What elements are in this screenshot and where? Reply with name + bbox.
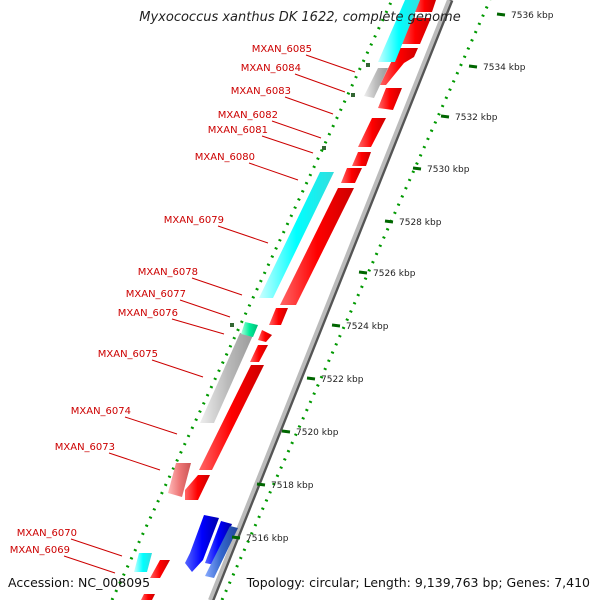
scale-dots-right bbox=[220, 0, 492, 600]
scale-tick bbox=[440, 114, 450, 119]
accession-text: Accession: NC_008095 bbox=[8, 575, 151, 590]
leader-line bbox=[217, 225, 269, 244]
scale-label: 7522 kbp bbox=[321, 375, 364, 385]
scale-label: 7524 kbp bbox=[346, 322, 389, 332]
cds-feature bbox=[352, 152, 371, 166]
scale-tick bbox=[331, 323, 341, 328]
label-anchor bbox=[322, 146, 326, 150]
cds-feature bbox=[250, 345, 268, 362]
leader-line bbox=[271, 120, 322, 139]
leader-line bbox=[63, 555, 116, 574]
map-title: Myxococcus xanthus DK 1622, complete gen… bbox=[139, 10, 461, 25]
gray-feature bbox=[200, 333, 254, 423]
leader-line bbox=[151, 359, 204, 378]
leader-lines bbox=[63, 54, 356, 574]
gene-label: MXAN_6074 bbox=[71, 406, 131, 417]
gray-feature-track bbox=[200, 68, 388, 423]
label-anchor bbox=[351, 93, 355, 97]
scale-tick bbox=[496, 12, 506, 17]
scale-label: 7520 kbp bbox=[296, 428, 339, 438]
label-anchor bbox=[366, 63, 370, 67]
cds-feature bbox=[258, 330, 272, 342]
leader-line bbox=[171, 318, 225, 335]
scale-tick bbox=[468, 64, 478, 69]
scale-tick bbox=[256, 482, 266, 487]
cds-feature bbox=[358, 118, 386, 147]
forward-cds-track bbox=[141, 0, 436, 600]
cds-feature bbox=[399, 18, 431, 44]
scale-label: 7536 kbp bbox=[511, 11, 554, 21]
leader-line bbox=[179, 299, 231, 318]
leader-line bbox=[70, 538, 123, 557]
leader-line bbox=[108, 452, 161, 471]
cds-feature bbox=[380, 48, 418, 85]
scale-label: 7516 kbp bbox=[246, 534, 289, 544]
gene-label: MXAN_6078 bbox=[138, 267, 198, 278]
cds-feature bbox=[141, 594, 155, 600]
backbone bbox=[208, 0, 451, 600]
blue-feature bbox=[205, 526, 238, 578]
gene-label: MXAN_6081 bbox=[208, 125, 268, 136]
pink-feature bbox=[168, 463, 191, 497]
leader-line bbox=[305, 54, 356, 73]
gene-labels: MXAN_6085 MXAN_6084 MXAN_6083 MXAN_6082 MXAN… bbox=[10, 44, 312, 556]
gene-label: MXAN_6069 bbox=[10, 545, 70, 556]
blue-feature bbox=[205, 521, 232, 565]
gene-label: MXAN_6070 bbox=[17, 528, 77, 539]
cyan-feature bbox=[259, 172, 334, 298]
scale-label: 7528 kbp bbox=[399, 218, 442, 228]
scale-label: 7518 kbp bbox=[271, 481, 314, 491]
label-anchor bbox=[230, 323, 234, 327]
cds-feature bbox=[269, 308, 288, 325]
leader-line bbox=[261, 135, 314, 154]
gene-label: MXAN_6075 bbox=[98, 349, 158, 360]
gray-feature bbox=[364, 68, 388, 98]
cyan-feature-track bbox=[134, 0, 420, 572]
gene-label: MXAN_6083 bbox=[231, 86, 291, 97]
scale-tick bbox=[384, 219, 394, 224]
gene-label: MXAN_6082 bbox=[218, 110, 278, 121]
blue-feature-track bbox=[185, 515, 238, 578]
cyan-feature bbox=[134, 553, 152, 572]
gene-label: MXAN_6077 bbox=[126, 289, 186, 300]
cds-feature bbox=[341, 168, 362, 183]
blue-feature bbox=[185, 515, 219, 572]
scale-label: 7530 kbp bbox=[427, 165, 470, 175]
scale-label: 7526 kbp bbox=[373, 269, 416, 279]
leader-line bbox=[294, 73, 346, 93]
cds-feature bbox=[280, 188, 354, 305]
cds-feature bbox=[185, 475, 210, 500]
gene-label: MXAN_6084 bbox=[241, 63, 301, 74]
cyan-feature bbox=[378, 0, 420, 62]
scale-tick bbox=[281, 429, 291, 434]
scale-tick bbox=[306, 376, 316, 381]
cds-feature bbox=[378, 88, 402, 110]
scale-tick bbox=[231, 535, 241, 540]
scale-tick bbox=[358, 270, 368, 275]
scale-label: 7534 kbp bbox=[483, 63, 526, 73]
green-feature bbox=[241, 322, 258, 337]
cds-feature bbox=[150, 560, 170, 578]
gene-label: MXAN_6085 bbox=[252, 44, 312, 55]
gene-label: MXAN_6073 bbox=[55, 442, 115, 453]
genome-summary-text: Topology: circular; Length: 9,139,763 bp… bbox=[246, 575, 590, 590]
leader-line bbox=[191, 277, 243, 296]
leader-line bbox=[248, 162, 299, 181]
scale-label: 7532 kbp bbox=[455, 113, 498, 123]
scale-ticks: 7536 kbp 7534 kbp 7532 kbp 7530 kbp 7528 kbp… bbox=[231, 11, 554, 544]
scale-tick bbox=[412, 166, 422, 171]
gene-label: MXAN_6080 bbox=[195, 152, 255, 163]
gene-label: MXAN_6076 bbox=[118, 308, 178, 319]
label-anchors bbox=[230, 63, 370, 327]
gene-label: MXAN_6079 bbox=[164, 215, 224, 226]
leader-line bbox=[284, 96, 334, 115]
cds-feature bbox=[199, 365, 264, 470]
leader-line bbox=[124, 416, 178, 435]
